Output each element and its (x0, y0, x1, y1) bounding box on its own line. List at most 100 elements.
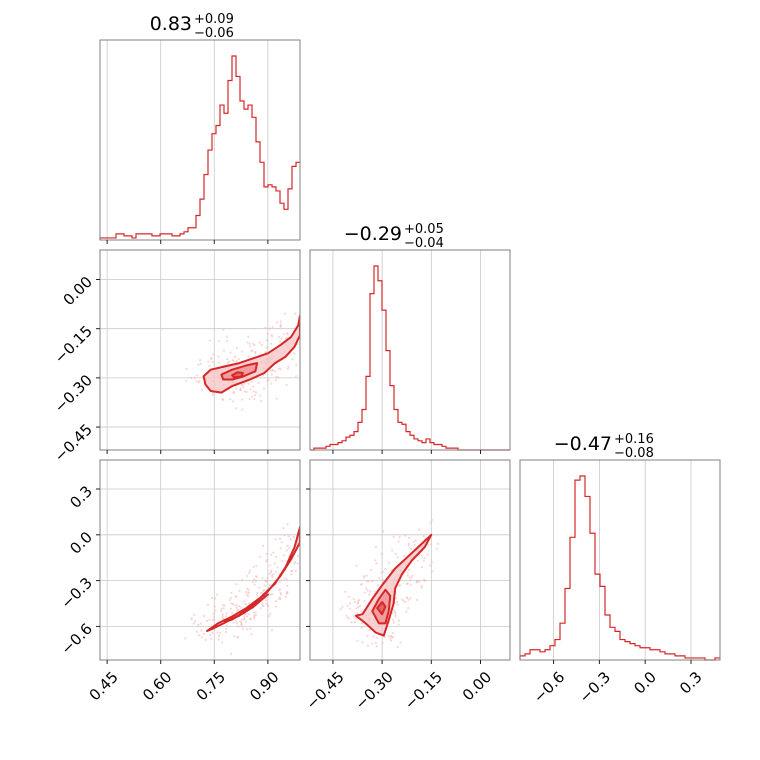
histogram-line-2 (519, 475, 720, 661)
sample-point (408, 536, 411, 540)
sample-point (255, 594, 259, 597)
sample-point (360, 622, 364, 625)
sample-point (285, 549, 288, 552)
sample-point (253, 343, 256, 347)
sample-point (265, 552, 268, 556)
sample-point (368, 629, 371, 632)
panel-frame (519, 459, 721, 661)
sample-point (228, 360, 231, 363)
sample-point (239, 606, 242, 609)
sample-point (278, 340, 282, 343)
sample-point (363, 591, 366, 594)
sample-point (214, 597, 217, 600)
sample-point (286, 584, 289, 587)
sample-point (276, 566, 279, 569)
sample-point (216, 593, 219, 596)
sample-point (226, 358, 229, 361)
contour-line-level-1 (371, 588, 392, 625)
sample-point (270, 593, 274, 596)
sample-point (243, 382, 246, 385)
panel-frame (309, 459, 511, 661)
sample-point (344, 590, 347, 593)
sample-point (272, 573, 275, 576)
sample-point (225, 627, 228, 630)
sample-point (220, 607, 223, 610)
sample-point (247, 335, 250, 338)
sample-point (306, 329, 308, 331)
y-tick-label: −0.45 (51, 420, 96, 465)
sample-point (235, 606, 238, 609)
sample-point (339, 608, 342, 611)
sample-point (192, 622, 195, 625)
sample-point (303, 323, 305, 325)
sample-point (397, 540, 400, 543)
sample-point (228, 598, 231, 601)
sample-point (248, 342, 251, 345)
sample-point (363, 600, 366, 603)
sample-point (353, 600, 356, 603)
sample-point (277, 597, 280, 601)
sample-point (253, 583, 256, 586)
sample-point (348, 617, 351, 620)
sample-point (196, 374, 199, 377)
sample-point (392, 621, 395, 624)
x-tick-label: 0.60 (139, 668, 175, 704)
sample-point (406, 571, 409, 574)
sample-point (283, 333, 286, 336)
contour-fill-level-1 (221, 363, 258, 380)
sample-point (198, 380, 201, 383)
sample-point (392, 609, 396, 612)
y-axis-labels-param-1: −0.45−0.30−0.15 0.00 (51, 273, 96, 466)
sample-point (241, 398, 244, 401)
sample-point (202, 632, 206, 636)
sample-point (372, 635, 375, 638)
sample-point (254, 611, 257, 614)
sample-point (397, 619, 400, 622)
sample-point (286, 590, 289, 594)
x-tick-label: −0.3 (576, 668, 614, 706)
sample-point (250, 350, 253, 353)
sample-point (184, 637, 187, 640)
x-tick-label: −0.45 (302, 668, 347, 713)
sample-point (190, 617, 193, 620)
sample-point (302, 550, 304, 552)
sample-point (355, 617, 358, 620)
sample-point (400, 672, 402, 674)
sample-point (275, 397, 278, 400)
sample-point (197, 634, 201, 637)
sample-point (195, 380, 198, 383)
sample-point (280, 579, 283, 582)
sample-point (407, 598, 410, 601)
sample-point (408, 568, 411, 571)
histogram-panel-1: −0.29 +0.05−0.04 (309, 222, 511, 454)
sample-point (312, 546, 314, 548)
sample-point (352, 615, 355, 618)
sample-point (213, 605, 216, 608)
sample-point (374, 559, 377, 562)
sample-point (249, 617, 252, 621)
sample-point (295, 364, 298, 367)
panel-frame (309, 249, 511, 451)
sample-point (230, 602, 233, 605)
sample-point (250, 380, 253, 383)
sample-point (244, 602, 247, 606)
sample-point (253, 398, 256, 401)
sample-point (261, 544, 265, 548)
sample-point (248, 397, 251, 400)
sample-point (417, 528, 421, 531)
sample-point (185, 379, 188, 382)
sample-point (233, 604, 236, 607)
sample-point (216, 631, 219, 634)
sample-point (366, 589, 369, 592)
sample-point (258, 394, 262, 397)
sample-point (265, 339, 269, 342)
sample-point (392, 619, 395, 622)
sample-point (248, 345, 252, 348)
sample-point (376, 636, 379, 639)
sample-point (240, 383, 243, 386)
sample-point (230, 591, 233, 594)
sample-point (235, 620, 238, 623)
sample-point (199, 359, 202, 362)
param-title-1: −0.29 +0.05−0.04 (344, 222, 444, 251)
sample-point (265, 560, 268, 563)
